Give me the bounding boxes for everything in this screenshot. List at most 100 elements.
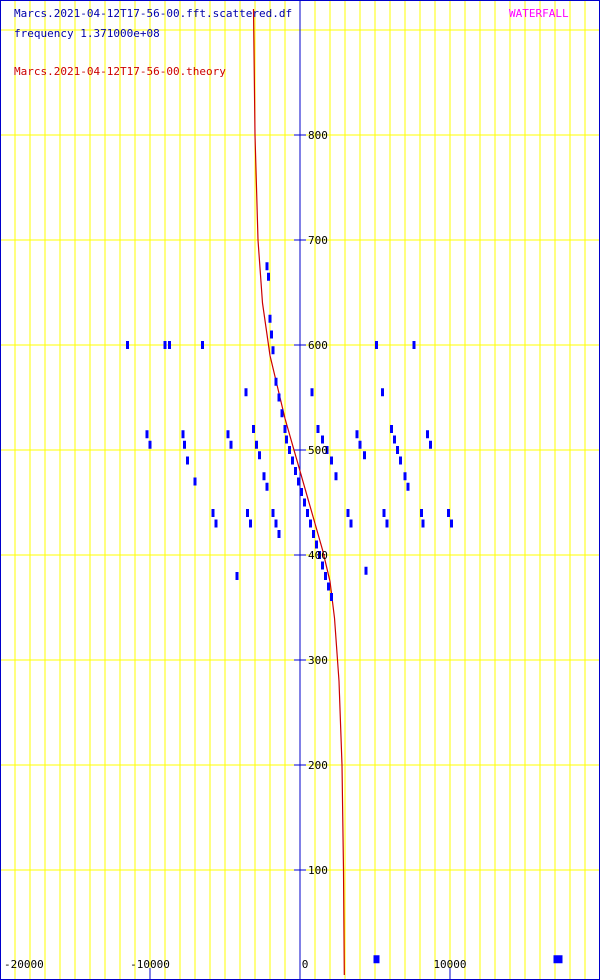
data-point xyxy=(399,456,402,465)
data-point xyxy=(270,330,273,339)
data-point xyxy=(363,451,366,460)
data-point xyxy=(244,388,248,397)
data-point xyxy=(321,561,324,570)
data-point xyxy=(271,346,275,355)
data-point xyxy=(381,388,384,397)
data-point xyxy=(315,540,318,549)
data-points xyxy=(126,262,563,964)
y-tick-label: 700 xyxy=(308,234,328,247)
data-point xyxy=(325,446,329,454)
data-point xyxy=(265,482,269,491)
data-point xyxy=(277,530,281,538)
data-point xyxy=(358,440,362,449)
y-tick-label: 400 xyxy=(308,549,328,562)
data-point xyxy=(559,955,563,964)
data-file-label: Marcs.2021-04-12T17-56-00.fft.scattered.… xyxy=(14,7,293,20)
data-point xyxy=(412,341,416,349)
y-tick-label: 300 xyxy=(308,654,328,667)
data-point xyxy=(373,955,377,964)
data-point xyxy=(327,582,330,591)
x-tick-label: 0 xyxy=(302,958,309,971)
data-point xyxy=(280,409,284,418)
data-point xyxy=(421,519,425,528)
x-tick-label: -20000 xyxy=(4,958,44,971)
data-point xyxy=(450,519,453,528)
mode-label: WATERFALL xyxy=(509,7,569,20)
data-point xyxy=(364,566,368,575)
data-point xyxy=(277,393,281,402)
data-point xyxy=(376,955,380,964)
data-point xyxy=(396,446,399,454)
data-point xyxy=(316,425,320,433)
data-point xyxy=(382,509,386,517)
data-point xyxy=(303,498,306,507)
data-point xyxy=(246,509,249,517)
x-tick-label: -10000 xyxy=(130,958,170,971)
data-point xyxy=(403,472,407,481)
data-point xyxy=(148,440,152,449)
data-point xyxy=(294,467,297,475)
data-point xyxy=(226,430,230,439)
data-point xyxy=(318,551,321,559)
tick-labels: 100 200 300 400 500 600 700 800 -20000 -10000 0 100… xyxy=(4,129,467,971)
data-point xyxy=(390,425,393,433)
frequency-label: frequency 1.371000e+08 xyxy=(14,27,160,40)
data-point xyxy=(291,456,294,465)
data-point xyxy=(193,477,197,486)
data-point xyxy=(249,519,252,528)
data-point xyxy=(556,955,560,964)
data-point xyxy=(181,430,185,439)
data-point xyxy=(163,341,167,349)
data-point xyxy=(201,341,204,349)
y-tick-label: 200 xyxy=(308,759,328,772)
data-point xyxy=(262,472,266,481)
data-point xyxy=(211,509,215,517)
data-point xyxy=(324,572,327,580)
data-point xyxy=(274,377,278,386)
data-point xyxy=(300,488,303,496)
data-point xyxy=(349,519,353,528)
data-point xyxy=(267,272,270,281)
data-point xyxy=(306,509,309,517)
data-point xyxy=(355,430,359,439)
data-point xyxy=(385,519,389,528)
data-point xyxy=(309,519,312,528)
data-point xyxy=(447,509,450,517)
data-point xyxy=(168,341,171,349)
data-point xyxy=(214,519,218,528)
data-point xyxy=(420,509,423,517)
y-tick-label: 600 xyxy=(308,339,328,352)
data-point xyxy=(429,440,432,449)
data-point xyxy=(235,572,239,580)
data-point xyxy=(265,262,269,271)
data-point xyxy=(145,430,149,439)
theory-line xyxy=(252,8,345,976)
data-point xyxy=(288,446,291,454)
data-point xyxy=(252,425,255,433)
data-point xyxy=(258,451,261,460)
data-point xyxy=(330,593,333,601)
data-point xyxy=(330,456,333,465)
data-point xyxy=(393,435,396,444)
data-point xyxy=(321,435,324,444)
data-point xyxy=(283,425,287,433)
data-point xyxy=(274,519,278,528)
data-point xyxy=(255,440,258,449)
data-point xyxy=(183,440,186,449)
data-point xyxy=(285,435,288,444)
theory-file-label: Marcs.2021-04-12T17-56-00.theory xyxy=(14,65,226,78)
data-point xyxy=(553,955,557,964)
x-tick-label: 10000 xyxy=(433,958,466,971)
y-tick-label: 500 xyxy=(308,444,328,457)
data-point xyxy=(126,341,129,349)
data-point xyxy=(186,456,189,465)
y-tick-label: 800 xyxy=(308,129,328,142)
data-point xyxy=(346,509,350,517)
data-point xyxy=(310,388,314,397)
data-point xyxy=(312,530,315,538)
data-point xyxy=(268,314,272,323)
theory-curve xyxy=(252,8,345,976)
data-point xyxy=(375,341,378,349)
